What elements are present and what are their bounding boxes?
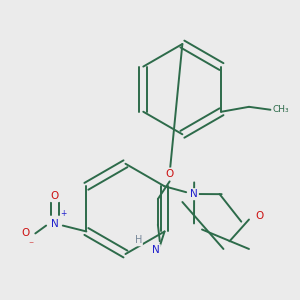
Text: N: N [190,189,198,199]
Text: N: N [51,219,59,229]
Text: ⁻: ⁻ [28,240,33,250]
Text: O: O [51,191,59,201]
Text: O: O [21,228,30,239]
Text: +: + [61,209,67,218]
Text: O: O [256,211,264,221]
Text: N: N [152,245,160,255]
Text: H: H [134,235,142,245]
Text: O: O [166,169,174,178]
Text: CH₃: CH₃ [272,105,289,114]
